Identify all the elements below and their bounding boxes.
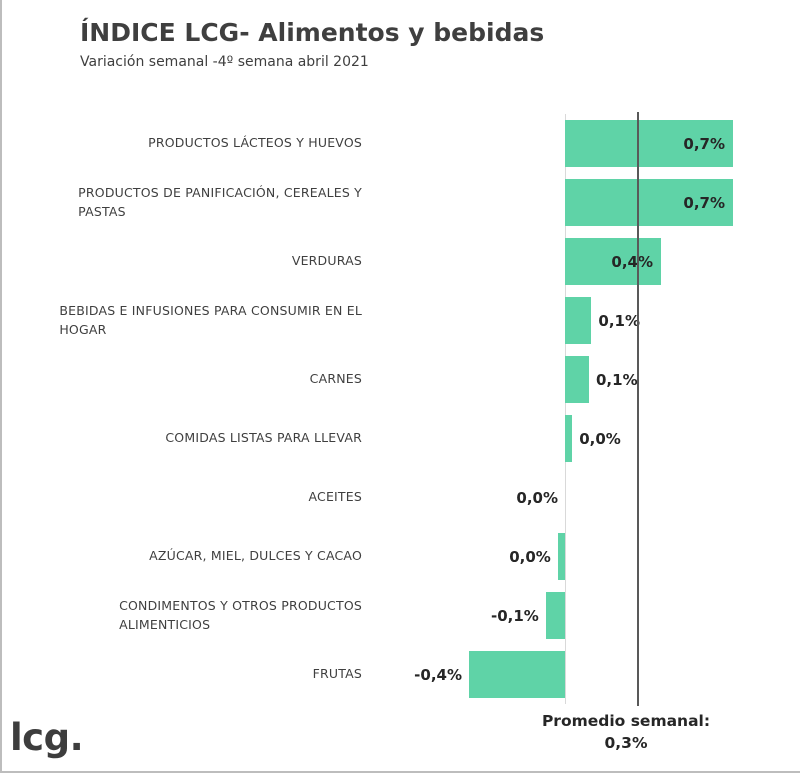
chart-row: PRODUCTOS LÁCTEOS Y HUEVOS 0,7%: [2, 114, 800, 173]
bar: [565, 238, 661, 285]
reference-label: Promedio semanal: 0,3%: [540, 710, 712, 755]
bar: [545, 592, 565, 639]
bar: [565, 297, 592, 344]
bar-track: -0,1%: [372, 586, 800, 645]
chart-subtitle: Variación semanal -4º semana abril 2021: [80, 54, 369, 70]
category-label-line: AZÚCAR, MIEL, DULCES Y CACAO: [149, 548, 362, 564]
category-label-line: PRODUCTOS LÁCTEOS Y HUEVOS: [148, 135, 362, 151]
bar-track: 0,4%: [372, 232, 800, 291]
bar-track: 0,0%: [372, 468, 800, 527]
category-label: FRUTAS: [2, 665, 362, 683]
reference-label-text: Promedio semanal:: [541, 712, 711, 730]
category-label-line: VERDURAS: [291, 253, 362, 269]
bar: [565, 356, 589, 403]
value-label: 0,7%: [683, 134, 725, 153]
category-label-lines: COMIDAS LISTAS PARA LLEVAR: [165, 429, 362, 447]
category-label: BEBIDAS E INFUSIONES PARA CONSUMIR EN EL…: [2, 302, 362, 338]
category-label-line: CONDIMENTOS Y OTROS PRODUCTOS: [119, 598, 362, 614]
chart-row: COMIDAS LISTAS PARA LLEVAR 0,0%: [2, 409, 800, 468]
bar-track: 0,1%: [372, 291, 800, 350]
chart-row: CARNES 0,1%: [2, 350, 800, 409]
category-label: COMIDAS LISTAS PARA LLEVAR: [2, 429, 362, 447]
category-label: CONDIMENTOS Y OTROS PRODUCTOS ALIMENTICIO…: [2, 597, 362, 633]
chart-row: CONDIMENTOS Y OTROS PRODUCTOS ALIMENTICIO…: [2, 586, 800, 645]
category-label-line: ACEITES: [308, 489, 362, 505]
chart-header: ÍNDICE LCG- Alimentos y bebidas Variació…: [2, 0, 800, 70]
category-label-lines: BEBIDAS E INFUSIONES PARA CONSUMIR EN EL…: [59, 302, 362, 338]
value-label: 0,4%: [611, 252, 653, 271]
bar-track: 0,0%: [372, 409, 800, 468]
value-label: -0,4%: [414, 665, 462, 684]
value-label: 0,1%: [598, 311, 640, 330]
bar-track: 0,1%: [372, 350, 800, 409]
value-label: 0,0%: [509, 547, 551, 566]
bar: [565, 179, 733, 226]
category-label-line: ALIMENTICIOS: [119, 616, 211, 632]
chart-row: BEBIDAS E INFUSIONES PARA CONSUMIR EN EL…: [2, 291, 800, 350]
reference-label-value: 0,3%: [604, 734, 648, 753]
category-label-lines: PRODUCTOS LÁCTEOS Y HUEVOS: [148, 134, 362, 152]
chart-row: VERDURAS 0,4%: [2, 232, 800, 291]
zero-axis-line: [565, 114, 566, 704]
bar-track: 0,7%: [372, 173, 800, 232]
bar: [557, 533, 565, 580]
chart-row: AZÚCAR, MIEL, DULCES Y CACAO 0,0%: [2, 527, 800, 586]
category-label-lines: FRUTAS: [313, 665, 362, 683]
chart-row: PRODUCTOS DE PANIFICACIÓN, CEREALES Y PAS…: [2, 173, 800, 232]
category-label-line: CARNES: [309, 371, 362, 387]
value-label: 0,1%: [596, 370, 638, 389]
value-label: 0,0%: [579, 429, 621, 448]
category-label: PRODUCTOS DE PANIFICACIÓN, CEREALES Y PAS…: [2, 184, 362, 220]
chart-row: ACEITES 0,0%: [2, 468, 800, 527]
category-label-line: PRODUCTOS DE PANIFICACIÓN, CEREALES Y: [78, 185, 362, 201]
value-label: -0,1%: [490, 606, 539, 625]
reference-line: [637, 112, 639, 706]
bar-chart: PRODUCTOS LÁCTEOS Y HUEVOS 0,7% PRODUCTOS …: [2, 112, 800, 706]
category-label: ACEITES: [2, 488, 362, 506]
category-label-lines: AZÚCAR, MIEL, DULCES Y CACAO: [149, 547, 362, 565]
category-label-line: FRUTAS: [312, 666, 362, 682]
bar: [469, 651, 565, 698]
value-label: 0,0%: [516, 488, 558, 507]
category-label-line: BEBIDAS E INFUSIONES PARA CONSUMIR EN EL: [59, 303, 362, 319]
category-label-lines: PRODUCTOS DE PANIFICACIÓN, CEREALES Y PAS…: [78, 184, 362, 220]
category-label: VERDURAS: [2, 252, 362, 270]
category-label: PRODUCTOS LÁCTEOS Y HUEVOS: [2, 134, 362, 152]
category-label-lines: CONDIMENTOS Y OTROS PRODUCTOS ALIMENTICIO…: [119, 597, 362, 633]
bar: [565, 415, 573, 462]
category-label-lines: VERDURAS: [292, 252, 362, 270]
chart-row: FRUTAS -0,4%: [2, 645, 800, 704]
bar-track: 0,7%: [372, 114, 800, 173]
bar: [565, 120, 733, 167]
category-label-line: HOGAR: [59, 321, 107, 337]
chart-title: ÍNDICE LCG- Alimentos y bebidas: [80, 18, 545, 47]
value-label: 0,7%: [683, 193, 725, 212]
bar-track: 0,0%: [372, 527, 800, 586]
bar-track: -0,4%: [372, 645, 800, 704]
category-label-lines: ACEITES: [308, 488, 362, 506]
category-label: CARNES: [2, 370, 362, 388]
category-label-line: PASTAS: [78, 203, 126, 219]
lcg-logo: lcg.: [10, 716, 84, 759]
category-label-lines: CARNES: [310, 370, 362, 388]
category-label-line: COMIDAS LISTAS PARA LLEVAR: [165, 430, 362, 446]
category-label: AZÚCAR, MIEL, DULCES Y CACAO: [2, 547, 362, 565]
